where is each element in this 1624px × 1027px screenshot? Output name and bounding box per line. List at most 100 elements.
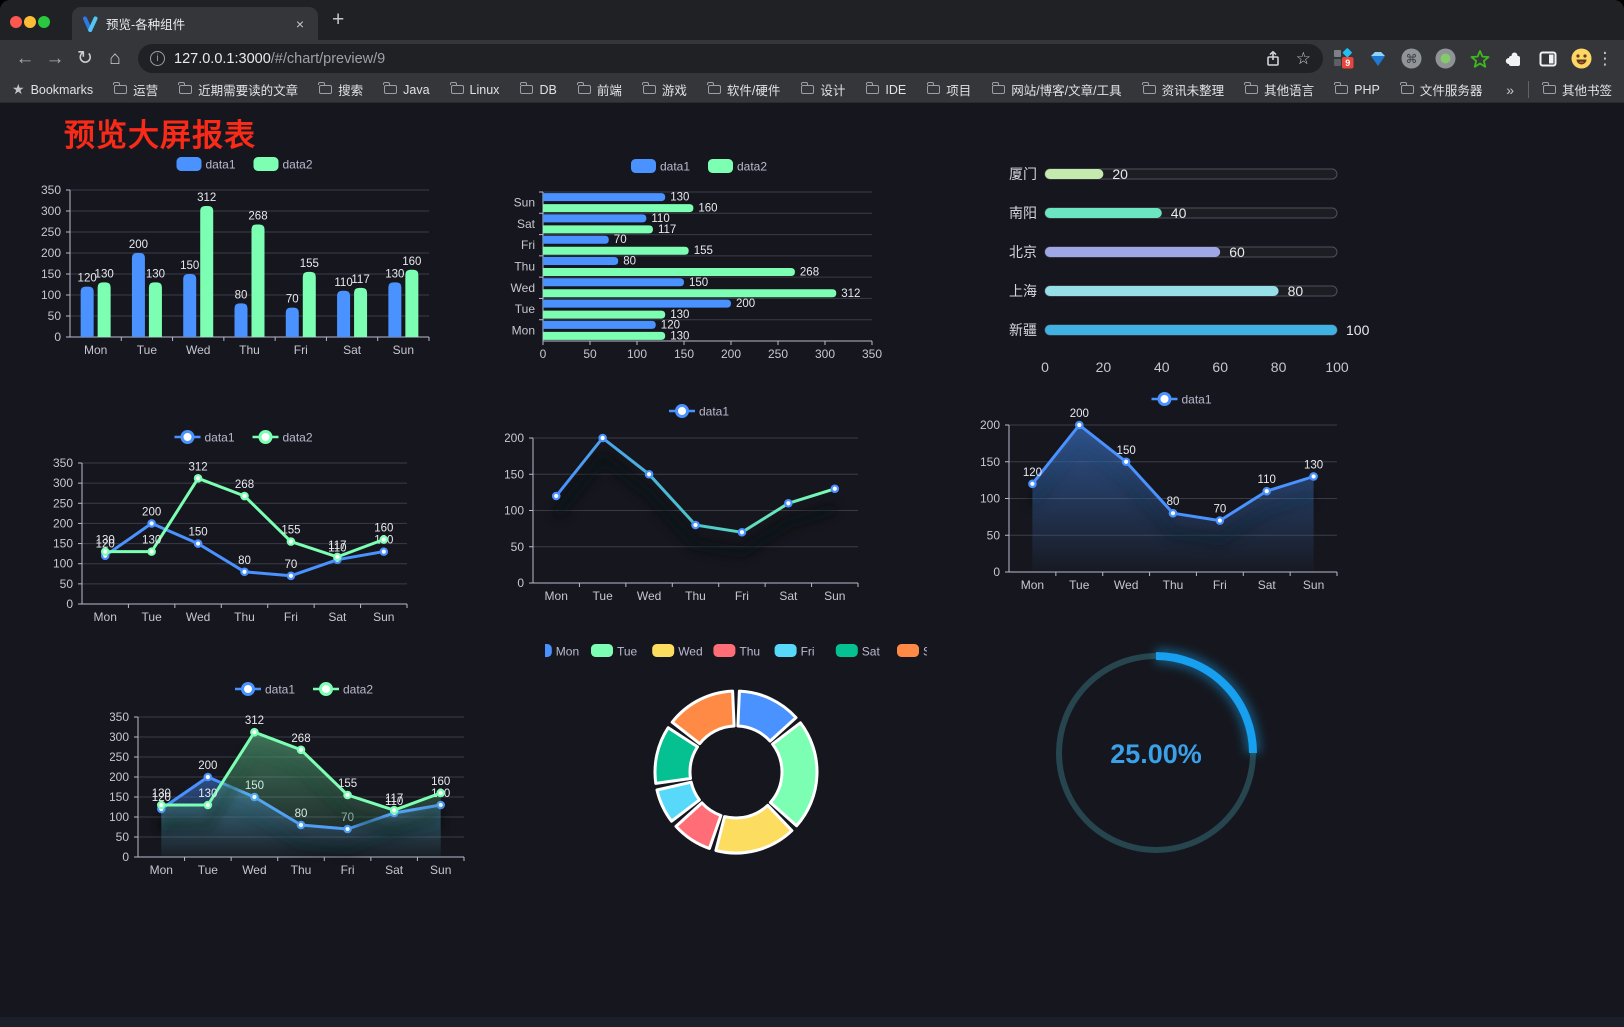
svg-text:160: 160 [431,776,450,788]
svg-text:100: 100 [110,810,129,824]
extension-star-icon[interactable] [1469,48,1490,69]
bookmark-item[interactable]: IDE [865,82,906,97]
svg-text:200: 200 [198,760,217,772]
svg-text:Sun: Sun [923,645,927,659]
share-icon[interactable] [1264,50,1282,68]
svg-text:200: 200 [980,418,1000,432]
tab-close-icon[interactable]: × [295,15,304,32]
extension-grid-badge-icon[interactable]: 9 [1333,48,1354,69]
bookmark-item[interactable]: 其他语言 [1244,80,1314,99]
svg-text:110: 110 [328,543,346,555]
browser-tab[interactable]: 预览-各种组件 × [72,7,318,40]
svg-text:200: 200 [1070,408,1089,420]
progress-bar-chart: 厦门 20 南阳 40 北京 60 上海 80 新疆 100 0 20 40 60 80 100 [1000,150,1390,387]
home-icon[interactable]: ⌂ [109,47,121,69]
bookmark-star-icon[interactable]: ☆ [1295,48,1311,68]
bookmark-item[interactable]: PHP [1334,82,1380,97]
forward-icon[interactable]: → [45,47,65,69]
folder-icon [1141,82,1156,94]
address-bar[interactable]: i 127.0.0.1:3000 /#/chart/preview/9 ☆ [138,44,1323,73]
extension-emoji-icon[interactable] [1571,48,1592,69]
svg-text:120: 120 [661,319,680,331]
bookmark-label: Linux [469,82,500,97]
svg-text:312: 312 [197,192,216,204]
svg-text:250: 250 [768,347,788,361]
svg-text:Sat: Sat [517,217,536,231]
svg-text:0: 0 [993,565,1000,579]
svg-text:Thu: Thu [239,343,260,357]
svg-text:130: 130 [146,268,165,280]
gradient-line-chart: 0 50 100 150 200 Mon Tue Wed Thu Fri Sat Sun data1 [504,400,895,612]
folder-icon [449,82,464,94]
folder-icon [178,82,193,94]
svg-text:新疆: 新疆 [1009,322,1037,338]
bookmark-item[interactable]: 近期需要读的文章 [178,80,298,99]
bookmark-item[interactable]: 设计 [800,80,846,99]
new-tab-button[interactable]: + [332,8,345,31]
bookmark-item[interactable]: Linux [449,82,500,97]
folder-icon [991,82,1006,94]
svg-text:Sat: Sat [779,589,798,603]
svg-text:data2: data2 [283,158,313,172]
grouped-bar-chart: 0 50 100 150 200 250 300 350 Mon Tue Wed Thu Fri Sat S… [38,148,453,366]
extension-puzzle-icon[interactable] [1503,48,1524,69]
svg-text:312: 312 [841,288,860,300]
bookmark-label: 运营 [133,84,159,98]
svg-text:50: 50 [60,577,74,591]
bookmarks-bar: ★ Bookmarks 运营 近期需要读的文章 搜索 Java Linux DB 前端 游戏 软… [0,77,1624,103]
folder-icon [1542,82,1556,94]
bookmark-label: DB [539,82,557,97]
traffic-light-minimize[interactable] [24,16,36,28]
svg-text:120: 120 [1023,467,1042,479]
site-info-icon[interactable]: i [150,51,165,66]
bookmark-label: 设计 [820,84,846,98]
folder-icon [318,82,333,94]
bookmarks-overflow-chevron[interactable]: » [1506,81,1514,98]
svg-text:200: 200 [142,506,161,518]
bookmark-item[interactable]: 搜索 [318,80,363,99]
bookmarks-manager[interactable]: ★ Bookmarks [12,81,93,98]
svg-text:150: 150 [180,260,199,272]
svg-text:150: 150 [188,527,207,539]
bookmark-label: 游戏 [661,84,687,98]
svg-text:150: 150 [980,455,1000,469]
svg-text:120: 120 [96,539,115,551]
bookmark-item[interactable]: 文件服务器 [1400,80,1482,99]
svg-text:120: 120 [152,792,171,804]
back-icon[interactable]: ← [15,47,35,69]
area-line-chart: 0 50 100 150 200 Mon Tue Wed Thu Fri Sat Sun 120 200 1… [975,390,1390,602]
svg-text:130: 130 [95,268,114,280]
bookmark-item[interactable]: 游戏 [642,80,687,99]
svg-text:200: 200 [53,516,73,530]
bookmark-label: PHP [1354,82,1380,97]
svg-text:155: 155 [281,525,300,537]
bookmark-item[interactable]: 资讯未整理 [1141,80,1225,99]
extension-command-icon[interactable]: ⌘ [1401,48,1422,69]
svg-text:20: 20 [1096,359,1112,375]
bookmark-label: 资讯未整理 [1161,84,1225,98]
bookmark-item[interactable]: 项目 [926,80,971,99]
traffic-light-close[interactable] [10,16,22,28]
svg-text:120: 120 [78,273,97,285]
svg-text:0: 0 [1041,359,1049,375]
other-bookmarks-folder[interactable]: 其他书签 [1542,80,1612,99]
bookmark-item[interactable]: DB [519,82,557,97]
svg-text:150: 150 [505,467,524,481]
svg-text:Fri: Fri [284,610,298,624]
bookmark-item[interactable]: Java [383,82,430,97]
svg-text:data1: data1 [206,158,236,172]
svg-text:Tue: Tue [198,863,219,877]
extension-record-icon[interactable] [1435,48,1456,69]
svg-text:Sat: Sat [1258,578,1277,592]
chart-canvas: 25.00% [1056,648,1261,853]
traffic-light-zoom[interactable] [38,16,50,28]
side-panel-icon[interactable] [1537,48,1558,69]
bookmark-item[interactable]: 运营 [113,80,159,99]
bookmark-item[interactable]: 软件/硬件 [707,80,780,99]
bookmark-item[interactable]: 前端 [577,80,622,99]
extension-gem-icon[interactable] [1367,48,1388,69]
bookmark-item[interactable]: 网站/博客/文章/工具 [991,80,1122,99]
menu-icon[interactable]: ⋮ [1596,48,1614,68]
reload-icon[interactable]: ↻ [77,48,93,69]
svg-text:Fri: Fri [801,645,815,659]
